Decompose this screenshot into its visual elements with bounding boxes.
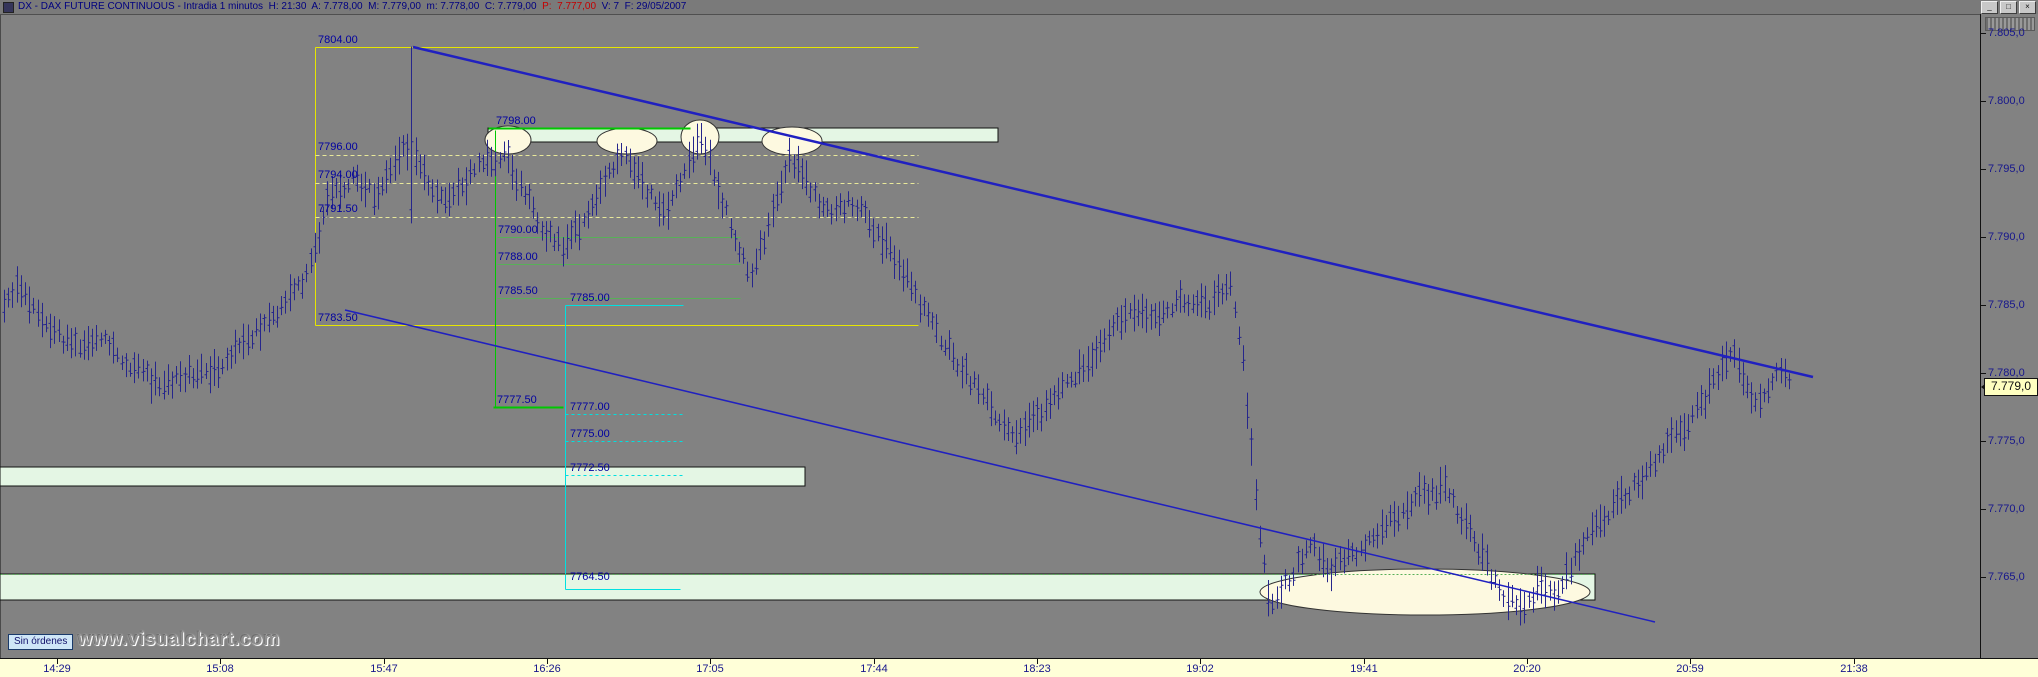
price-level-label: 7804.00 <box>318 34 358 46</box>
price-axis-label: 7.800,0 <box>1988 95 2025 107</box>
time-axis-tick <box>1690 659 1691 664</box>
time-axis-label: 17:44 <box>860 663 888 675</box>
time-axis-label: 19:41 <box>1350 663 1378 675</box>
time-axis-label: 17:05 <box>696 663 724 675</box>
window-menu-icon[interactable] <box>3 1 14 13</box>
price-level-label: 7790.00 <box>498 224 538 236</box>
time-axis-tick <box>1854 659 1855 664</box>
time-axis-label: 16:26 <box>533 663 561 675</box>
highlight-ellipse[interactable] <box>680 119 720 155</box>
time-axis-tick <box>1037 659 1038 664</box>
time-axis-label: 14:29 <box>43 663 71 675</box>
price-axis-tick <box>1981 577 1986 578</box>
time-axis-tick <box>1364 659 1365 664</box>
price-level-label: 7796.00 <box>318 141 358 153</box>
price-axis-tick <box>1981 441 1986 442</box>
price-level-label: 7791.50 <box>318 203 358 215</box>
time-axis-tick <box>874 659 875 664</box>
time-axis-label: 18:23 <box>1023 663 1051 675</box>
price-level-label: 7772.50 <box>570 462 610 474</box>
price-level-label: 7764.50 <box>570 571 610 583</box>
last-price-marker: 7.779,0 <box>1981 378 2038 396</box>
price-axis-label: 7.770,0 <box>1988 503 2025 515</box>
price-axis-label: 7.805,0 <box>1988 27 2025 39</box>
restore-icon[interactable]: □ <box>2000 1 2017 14</box>
time-axis-label: 15:47 <box>370 663 398 675</box>
price-axis[interactable]: 7.779,0 7.805,0 7.800,0 7.795,0 7.790,0 7.78… <box>1980 14 2038 658</box>
price-level-label: 7785.50 <box>498 285 538 297</box>
price-axis-tick <box>1981 33 1986 34</box>
price-level-label: 7798.00 <box>496 115 536 127</box>
price-axis-label: 7.795,0 <box>1988 163 2025 175</box>
price-axis-tick <box>1981 305 1986 306</box>
time-axis-tick <box>220 659 221 664</box>
title-text-last-price: P: 7.777,00 <box>542 1 597 12</box>
ohlc-bars <box>2 46 1792 626</box>
time-axis-label: 15:08 <box>206 663 234 675</box>
time-axis-label: 20:59 <box>1676 663 1704 675</box>
minimize-icon[interactable]: _ <box>1981 1 1998 14</box>
price-level-label: 7788.00 <box>498 251 538 263</box>
visualchart-watermark: www.visualchart.com <box>78 629 281 649</box>
time-axis-tick <box>1200 659 1201 664</box>
title-text-main: DX - DAX FUTURE CONTINUOUS - Intradia 1 … <box>18 1 543 12</box>
price-axis-label: 7.775,0 <box>1988 435 2025 447</box>
price-axis-label: 7.780,0 <box>1988 367 2025 379</box>
trend-line[interactable] <box>412 45 1814 379</box>
time-axis-tick <box>384 659 385 664</box>
price-level-label: 7777.50 <box>497 394 537 406</box>
close-icon[interactable]: × <box>2019 1 2036 14</box>
trend-line[interactable] <box>344 309 1656 623</box>
title-text-session: V: 7 F: 29/05/2007 <box>596 1 687 12</box>
time-axis-label: 19:02 <box>1186 663 1214 675</box>
price-level-label: 7794.00 <box>318 169 358 181</box>
price-axis-tick <box>1981 101 1986 102</box>
price-axis-tick <box>1981 509 1986 510</box>
support-band-7772 <box>0 466 806 487</box>
resistance-band-7798 <box>487 127 999 143</box>
time-axis-tick <box>1527 659 1528 664</box>
price-axis-label: 7.785,0 <box>1988 299 2025 311</box>
price-axis-tick <box>1981 237 1986 238</box>
price-axis-label: 7.765,0 <box>1988 571 2025 583</box>
price-axis-label: 7.790,0 <box>1988 231 2025 243</box>
time-axis-label: 21:38 <box>1840 663 1868 675</box>
window-controls: _ □ × <box>1981 1 2036 14</box>
price-level-label: 7783.50 <box>318 312 358 324</box>
time-axis-label: 20:20 <box>1513 663 1541 675</box>
price-axis-tick <box>1981 373 1986 374</box>
time-axis[interactable]: 14:29 15:08 15:47 16:26 17:05 17:44 18:23 19:02… <box>0 658 2038 677</box>
axis-grip[interactable] <box>1985 17 2035 31</box>
highlight-ellipse[interactable] <box>1259 568 1591 616</box>
price-marker-arrow-icon <box>1981 384 1985 390</box>
time-axis-tick <box>710 659 711 664</box>
price-level-label: 7777.00 <box>570 401 610 413</box>
time-axis-tick <box>547 659 548 664</box>
title-bar: DX - DAX FUTURE CONTINUOUS - Intradia 1 … <box>0 0 2038 15</box>
price-level-label: 7785.00 <box>570 292 610 304</box>
time-axis-tick <box>57 659 58 664</box>
price-level-label: 7775.00 <box>570 428 610 440</box>
price-axis-tick <box>1981 169 1986 170</box>
no-orders-button[interactable]: Sin órdenes <box>8 634 74 650</box>
